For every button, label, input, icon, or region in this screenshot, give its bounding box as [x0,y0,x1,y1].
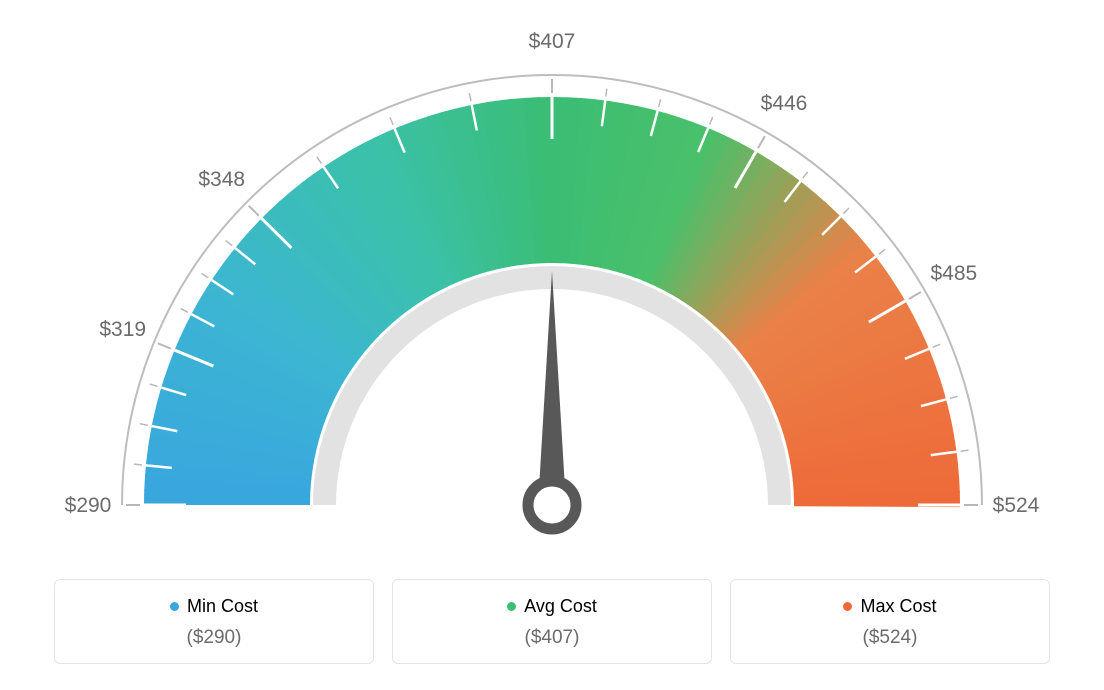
legend-label-avg: Avg Cost [524,596,597,617]
legend-value-max: ($524) [731,627,1049,649]
svg-text:$319: $319 [99,318,146,341]
svg-text:$446: $446 [761,92,808,115]
legend-card-avg: Avg Cost ($407) [392,579,712,664]
svg-text:$290: $290 [65,494,112,517]
legend-dot-min [170,602,179,611]
legend-dot-max [843,602,852,611]
legend-card-max: Max Cost ($524) [730,579,1050,664]
svg-text:$485: $485 [930,262,977,285]
svg-text:$407: $407 [529,30,576,53]
legend-dot-avg [507,602,516,611]
legend-label-max: Max Cost [860,596,936,617]
gauge-chart: $290 $319 $348 $407 $446 $485 $524 [0,0,1104,560]
legend-value-min: ($290) [55,627,373,649]
gauge-needle [538,271,566,505]
legend-value-avg: ($407) [393,627,711,649]
svg-text:$348: $348 [198,168,245,191]
legend-row: Min Cost ($290) Avg Cost ($407) Max Cost… [0,579,1104,664]
svg-text:$524: $524 [993,494,1040,517]
cost-gauge-widget: $290 $319 $348 $407 $446 $485 $524 Min Cost ($… [0,0,1104,690]
gauge-hub [528,481,576,529]
legend-card-min: Min Cost ($290) [54,579,374,664]
legend-label-min: Min Cost [187,596,258,617]
